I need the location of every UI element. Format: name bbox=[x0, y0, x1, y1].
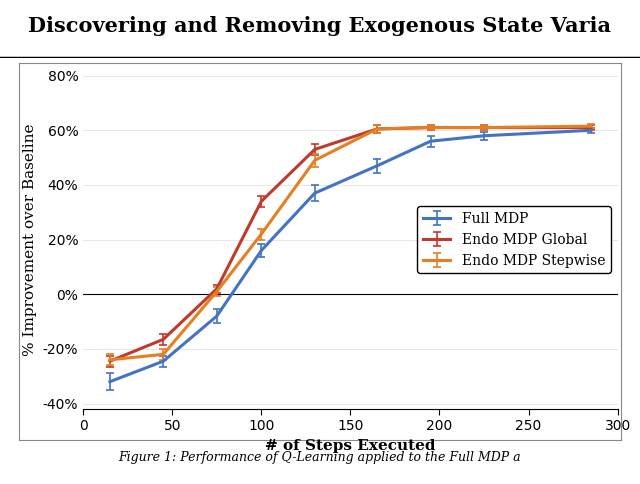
Text: Discovering and Removing Exogenous State Varia: Discovering and Removing Exogenous State… bbox=[29, 16, 611, 36]
Legend: Full MDP, Endo MDP Global, Endo MDP Stepwise: Full MDP, Endo MDP Global, Endo MDP Step… bbox=[417, 206, 611, 273]
Text: Figure 1: Performance of Q-Learning applied to the Full MDP a: Figure 1: Performance of Q-Learning appl… bbox=[118, 451, 522, 464]
Y-axis label: % Improvement over Baseline: % Improvement over Baseline bbox=[23, 123, 37, 356]
X-axis label: # of Steps Executed: # of Steps Executed bbox=[265, 439, 436, 453]
